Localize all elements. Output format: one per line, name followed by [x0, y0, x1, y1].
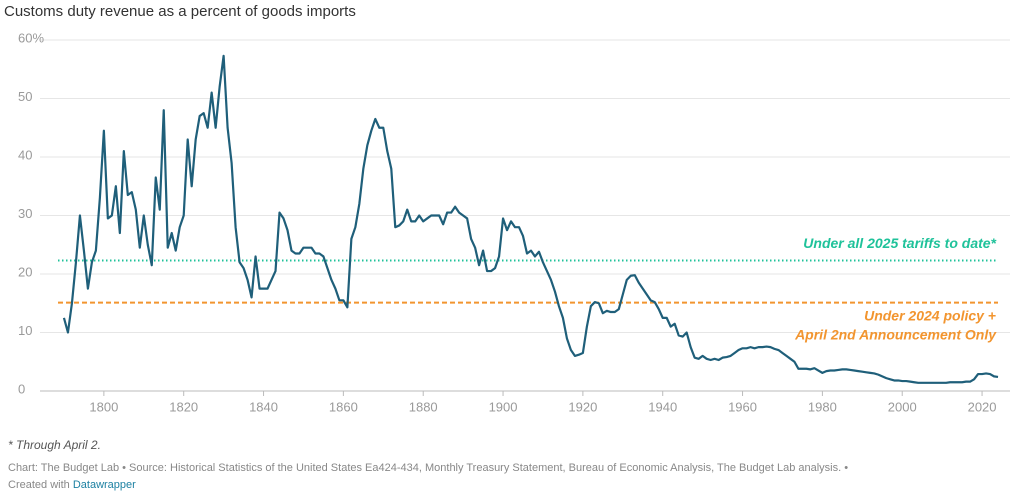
credit-link[interactable]: Datawrapper: [73, 479, 136, 491]
y-tick-label: 0: [18, 381, 25, 396]
footnote: * Through April 2.: [8, 438, 101, 452]
x-tick-label: 1900: [489, 399, 518, 414]
credit: Created with Datawrapper: [8, 479, 136, 491]
annotation: April 2nd Announcement Only: [794, 326, 997, 342]
x-tick-label: 1940: [648, 399, 677, 414]
x-tick-label: 1980: [808, 399, 837, 414]
plot-area: 0 10 20 30 40 50 60% 1800 1820 1840 1860 1880 1900 19…: [18, 30, 1010, 414]
credit-text: Created with: [8, 479, 70, 491]
x-tick-label: 1960: [728, 399, 757, 414]
y-tick-label: 30: [18, 206, 32, 221]
x-tick-label: 1860: [329, 399, 358, 414]
y-tick-label: 20: [18, 264, 32, 279]
data-line: [62, 54, 999, 384]
y-tick-label: 60%: [18, 30, 44, 45]
x-tick-label: 1920: [568, 399, 597, 414]
y-tick-label: 50: [18, 89, 32, 104]
x-tick-label: 1840: [249, 399, 278, 414]
annotation: Under all 2025 tariffs to date*: [803, 235, 996, 251]
annotation: Under 2024 policy +: [864, 307, 996, 323]
y-tick-label: 40: [18, 147, 32, 162]
x-tick-label: 2020: [968, 399, 997, 414]
x-tick-label: 1820: [169, 399, 198, 414]
x-tick-label: 1800: [89, 399, 118, 414]
source: Chart: The Budget Lab • Source: Historic…: [8, 462, 848, 474]
y-tick-label: 10: [18, 323, 32, 338]
x-tick-label: 2000: [888, 399, 917, 414]
chart-title: Customs duty revenue as a percent of goo…: [4, 3, 356, 20]
x-tick-label: 1880: [409, 399, 438, 414]
